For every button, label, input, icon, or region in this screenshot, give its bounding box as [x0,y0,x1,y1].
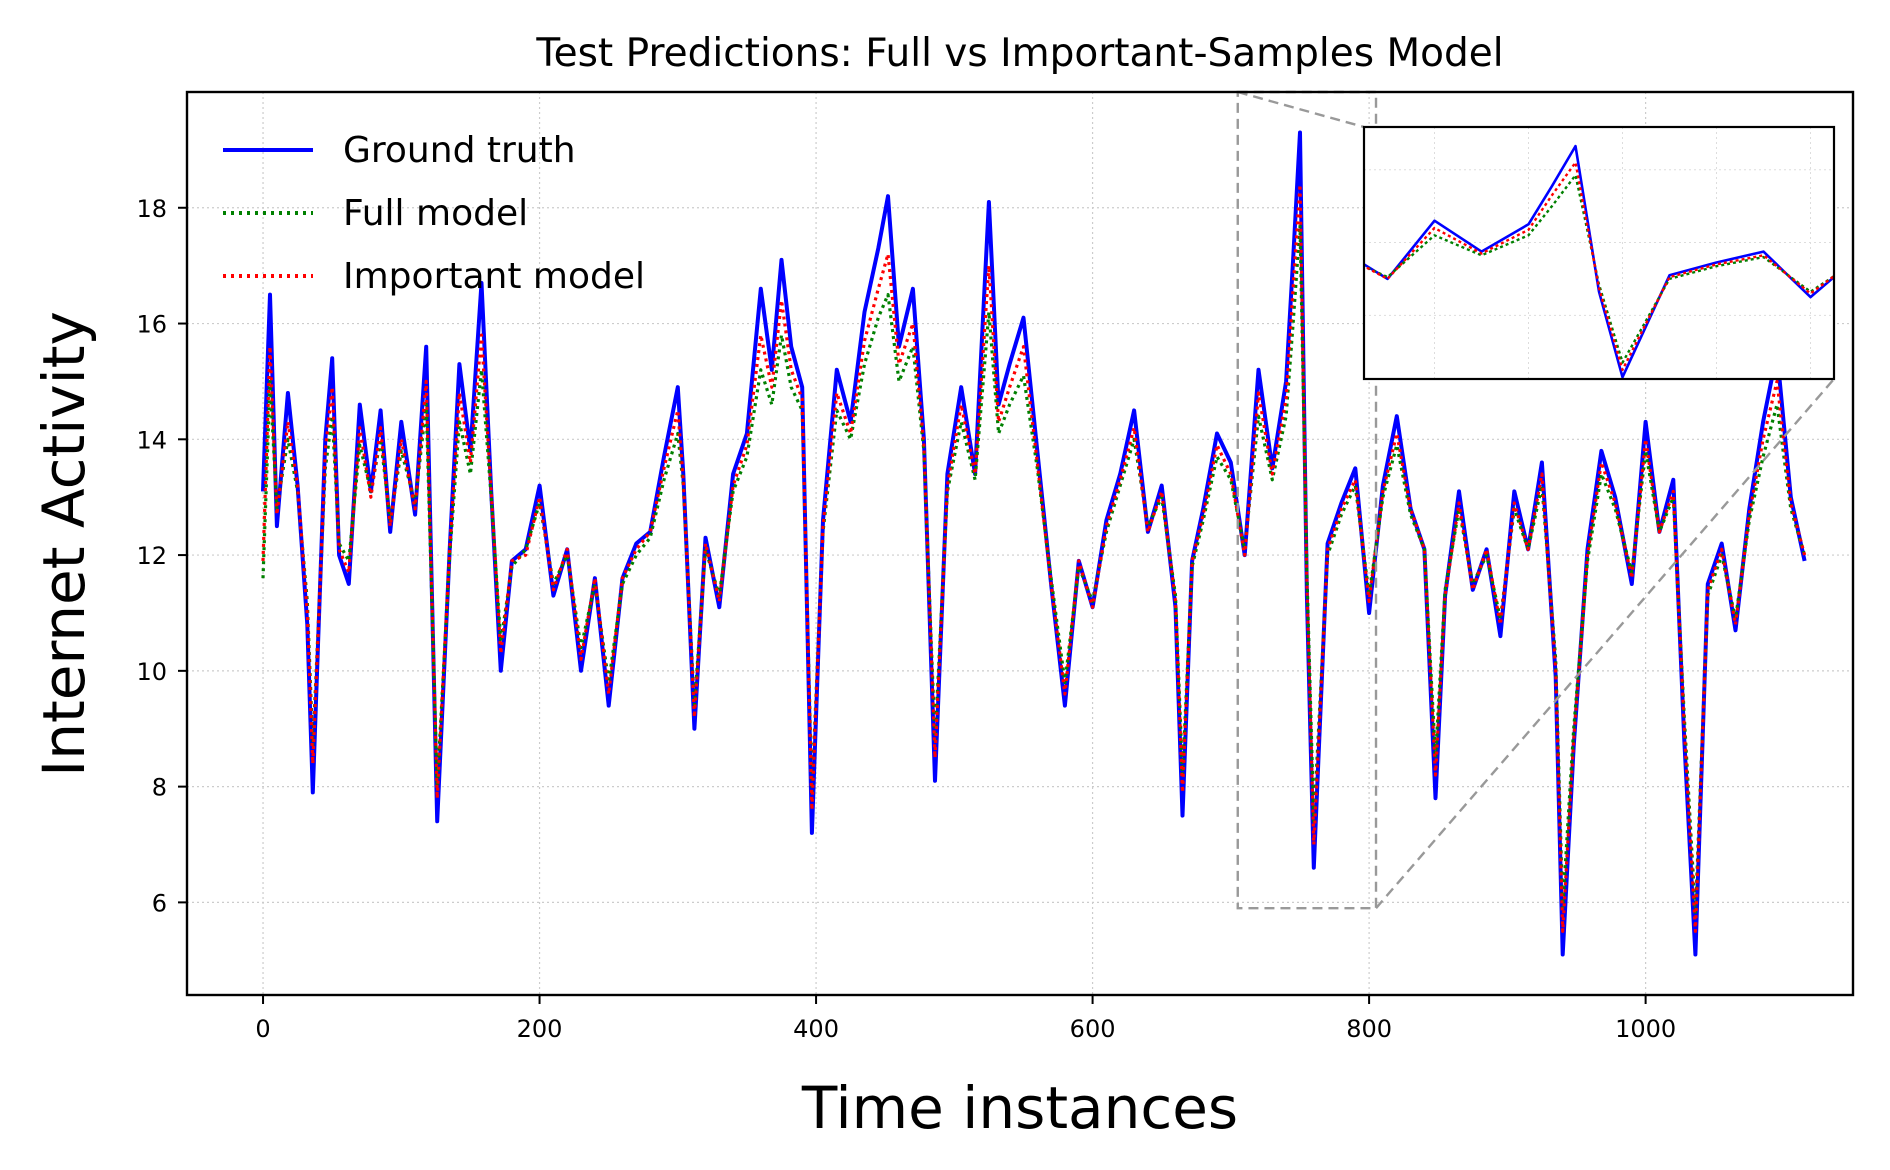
x-tick-label: 600 [1070,1015,1116,1043]
plot-frame [185,90,1855,997]
x-axis-label: Time instances [801,1074,1238,1142]
legend-label-important-model: Important model [343,256,645,297]
chart-title: Test Predictions: Full vs Important-Samp… [535,31,1503,76]
zoom-connector-top [1237,90,1365,129]
legend-label-ground-truth: Ground truth [343,130,576,171]
y-tick-label: 16 [136,311,167,339]
y-axis-label: Internet Activity [30,311,98,777]
zoom-inset [1362,125,1836,381]
series-line-important-model [261,183,1807,933]
inset-series-line-important-model [1364,161,1834,372]
x-tick-label: 0 [255,1015,270,1043]
y-tick-label: 18 [136,195,167,223]
y-tick-label: 6 [152,889,167,917]
y-tick-label: 14 [136,426,167,454]
x-axis: 0 200 400 600 800 1000 [255,995,1676,1043]
zoom-connector-bottom [1375,378,1835,909]
y-axis: 6 8 10 12 14 16 18 [136,195,187,917]
legend: Ground truth Full model Important model [223,130,645,297]
y-tick-label: 10 [136,658,167,686]
y-tick-label: 8 [152,774,167,802]
zoom-inset-frame [1362,125,1836,381]
legend-label-full-model: Full model [343,193,528,234]
x-tick-label: 200 [517,1015,563,1043]
x-tick-label: 400 [793,1015,839,1043]
y-tick-label: 12 [136,542,167,570]
x-tick-label: 800 [1346,1015,1392,1043]
zoom-inset-grid [1364,127,1834,379]
x-tick-label: 1000 [1615,1015,1676,1043]
